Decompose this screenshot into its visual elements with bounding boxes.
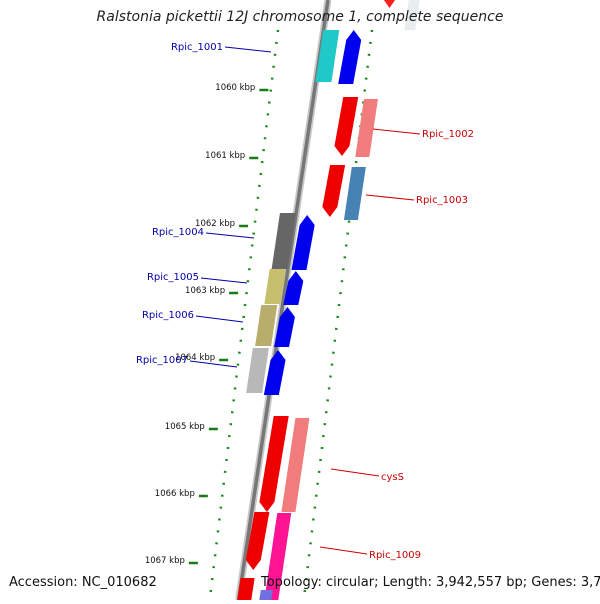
gene-arrow-rpic-1003 [322, 165, 346, 217]
gene-leader-line [205, 232, 255, 239]
gene-label: Rpic_1007 [136, 355, 188, 366]
gene-box-rpic-1009 [264, 513, 292, 600]
gene-leader-line [195, 315, 244, 323]
gene-label: cysS [381, 472, 404, 483]
accession-text: Accession: NC_010682 [9, 575, 157, 590]
gene-arrow-rpic-1005 [283, 271, 304, 305]
gene-label: Rpic_1002 [422, 129, 474, 140]
gene-box-rpic-1004 [271, 213, 296, 269]
gene-box-rpic-1006 [255, 305, 278, 346]
gene-arrow-top-partial [383, 0, 396, 8]
gene-arrow-rpic-1001 [338, 30, 362, 84]
tick-label: 1065 kbp [165, 422, 205, 432]
tick-label: 1066 kbp [155, 489, 195, 499]
topology-text: Topology: circular; Length: 3,942,557 bp… [261, 575, 600, 590]
gene-label: Rpic_1001 [171, 42, 223, 53]
gene-box-rpic-1001 [315, 30, 340, 82]
gene-box-bottom-partial-2 [259, 590, 273, 600]
gene-box-rpic-1007 [246, 348, 269, 393]
gene-label: Rpic_1006 [142, 310, 194, 321]
tick-label: 1063 kbp [185, 286, 225, 296]
gene-arrow-rpic-1002 [334, 97, 359, 156]
tick-label: 1064 kbp [175, 353, 215, 363]
map-title: Ralstonia pickettii 12J chromosome 1, co… [96, 9, 504, 25]
gene-box-rpic-1002 [355, 99, 378, 157]
gene-arrow-rpic-1009 [245, 512, 270, 570]
gene-box-cyss [281, 418, 310, 512]
gene-leader-line [365, 194, 415, 201]
gene-label: Rpic_1003 [416, 195, 468, 206]
gene-box-rpic-1003 [343, 167, 366, 220]
gene-box-rpic-1005 [264, 269, 286, 304]
gene-leader-line [330, 468, 380, 477]
gene-leader-line [189, 360, 238, 368]
tick-label: 1067 kbp [145, 556, 185, 566]
gene-arrow-rpic-1004 [291, 215, 315, 270]
gene-leader-line [224, 46, 272, 53]
gene-label: Rpic_1004 [152, 227, 204, 238]
tick-label: 1062 kbp [195, 219, 235, 229]
backbone-line [236, 0, 330, 601]
gene-label: Rpic_1005 [147, 272, 199, 283]
gene-leader-line [200, 277, 248, 284]
gene-box-top-partial [404, 0, 420, 30]
gene-arrow-rpic-1007 [263, 350, 286, 395]
gene-leader-line [372, 128, 421, 135]
gene-arrow-cyss [259, 416, 289, 512]
gene-arrow-rpic-1006 [273, 307, 295, 347]
tick-label: 1060 kbp [215, 83, 255, 93]
gene-box-bottom-partial [237, 578, 255, 600]
gene-label: Rpic_1009 [369, 550, 421, 561]
gene-leader-line [319, 546, 368, 555]
tick-label: 1061 kbp [205, 151, 245, 161]
